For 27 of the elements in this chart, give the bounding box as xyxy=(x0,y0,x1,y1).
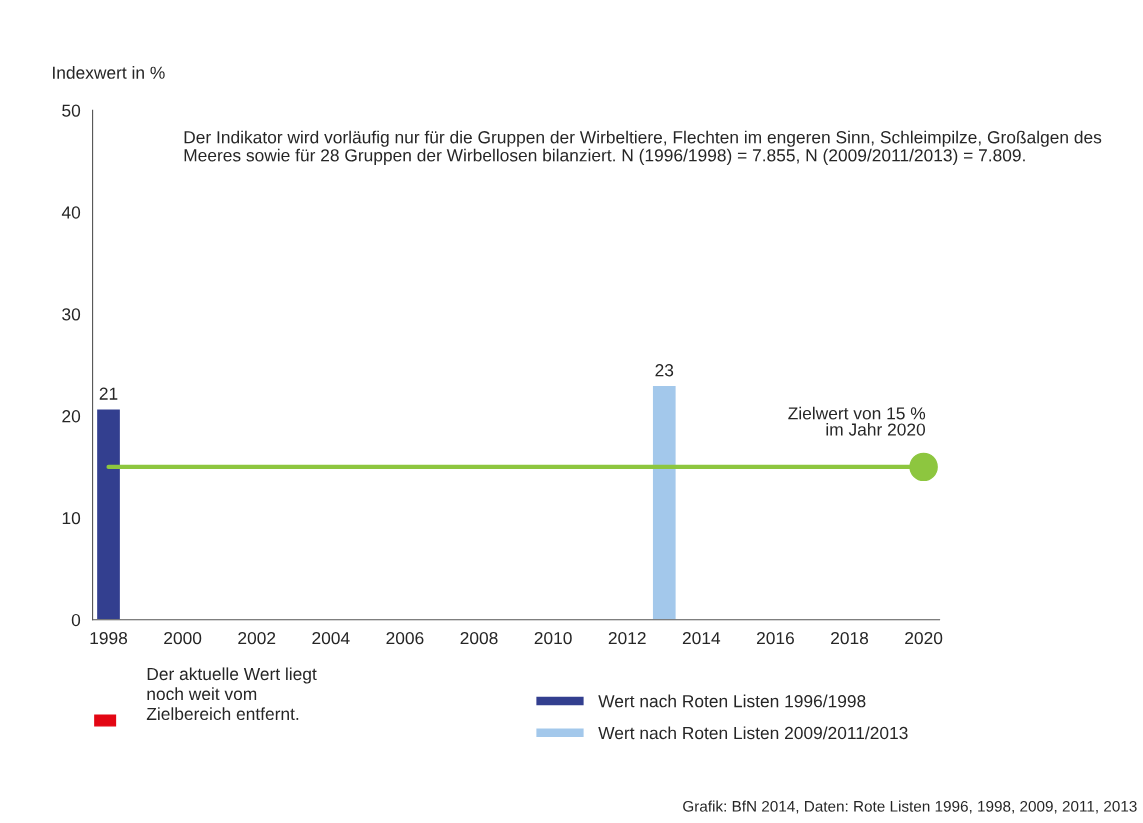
x-tick-label: 2006 xyxy=(386,631,424,645)
annotation: Der Indikator wird vorläufig nur für die Gruppen der Wirbeltiere, Flechten im engeren Sinn, Schleimpilze, Großalgen des Meeres sowie für 28 Gruppen der Wirbellosen bilanziert. N (1996/1998) = 7.855, N (2009/2011/2013) = 7.809. xyxy=(184,130,1102,165)
x-tick-label: 1998 xyxy=(90,631,128,645)
x-tick-label: 2008 xyxy=(460,631,498,645)
x-tick-label: 2020 xyxy=(905,631,943,645)
legend-label: Wert nach Roten Listen 2009/2011/2013 xyxy=(598,726,908,740)
y-tick-label: 20 xyxy=(62,410,81,423)
y-tick-label: 30 xyxy=(62,308,81,321)
annotation: Zielwert von 15 % im Jahr 2020 xyxy=(788,406,926,436)
x-tick-label: 2014 xyxy=(682,631,721,645)
x-tick-label: 2016 xyxy=(756,631,794,645)
y-tick-label: 40 xyxy=(61,206,81,219)
x-tick-label: 2004 xyxy=(312,631,350,645)
text: Grafik: BfN 2014, Daten: Rote Listen 1996, 1998, 2009, 2011, 2013 xyxy=(683,800,1137,814)
y-tick-label: 50 xyxy=(62,104,81,117)
y-tick-label: 0 xyxy=(71,613,81,627)
text: Der aktuelle Wert liegt noch weit vom Zielbereich entfernt. xyxy=(146,667,317,721)
data-label: 23 xyxy=(655,364,674,377)
x-tick-label: 2018 xyxy=(831,631,869,645)
x-tick-label: 2012 xyxy=(608,631,646,645)
x-tick-label: 2010 xyxy=(534,631,572,645)
x-tick-label: 2000 xyxy=(164,631,202,645)
data-label: 21 xyxy=(99,387,118,400)
legend-label: Wert nach Roten Listen 1996/1998 xyxy=(598,694,866,708)
x-tick-label: 2002 xyxy=(238,631,276,645)
y-axis-title: Indexwert in % xyxy=(53,66,165,79)
y-tick-label: 10 xyxy=(62,512,81,525)
